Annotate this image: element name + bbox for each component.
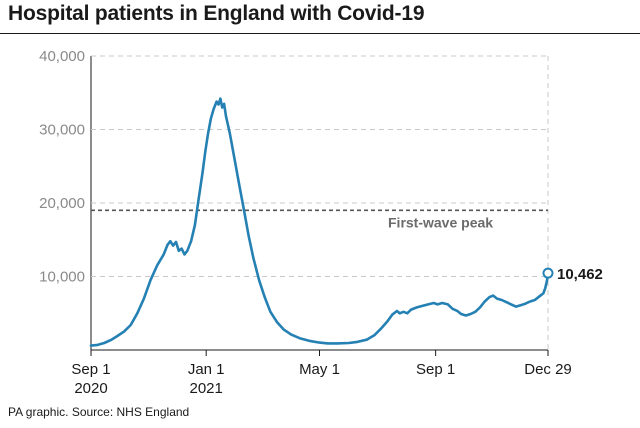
first-wave-peak-label: First-wave peak xyxy=(388,214,493,230)
x-tick-label: Sep 1 xyxy=(71,361,110,378)
end-value-label: 10,462 xyxy=(557,266,603,283)
source-note: PA graphic. Source: NHS England xyxy=(8,405,190,419)
x-tick-label: Dec 29 xyxy=(524,361,572,378)
end-point-marker xyxy=(542,267,554,279)
title-divider xyxy=(0,33,640,34)
x-tick-label-year: 2020 xyxy=(74,380,107,397)
series-line xyxy=(89,97,550,347)
y-tick-label: 10,000 xyxy=(39,269,85,286)
x-tick-label-year: 2021 xyxy=(190,380,223,397)
x-tick-label: Sep 1 xyxy=(416,361,455,378)
y-tick-label: 30,000 xyxy=(39,122,85,139)
gridlines xyxy=(91,55,549,350)
y-tick-label: 20,000 xyxy=(39,195,85,212)
y-tick-label: 40,000 xyxy=(39,48,85,65)
x-tick-labels: Sep 1 2020 Jan 1 2021 May 1 Sep 1 Dec 29 xyxy=(71,350,572,397)
x-tick-label: May 1 xyxy=(299,361,340,378)
x-tick-label: Jan 1 xyxy=(188,361,225,378)
chart-title: Hospital patients in England with Covid-… xyxy=(8,2,425,25)
y-tick-labels: 10,000 20,000 30,000 40,000 xyxy=(39,48,85,286)
